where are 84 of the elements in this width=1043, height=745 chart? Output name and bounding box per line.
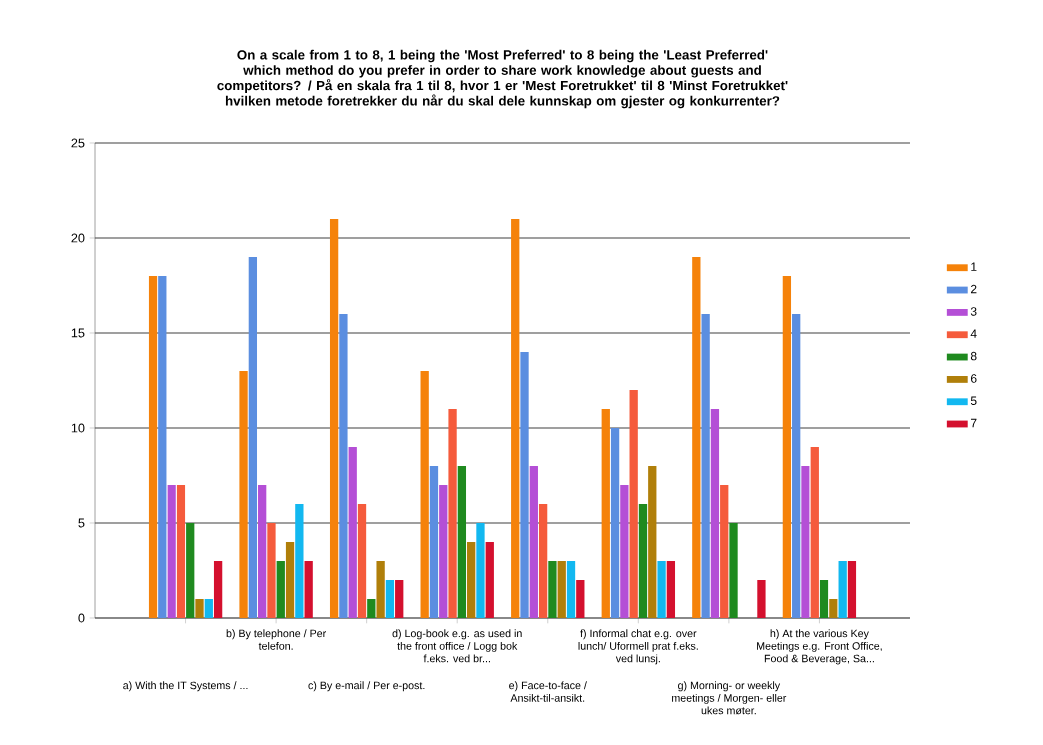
bar: [158, 275, 167, 618]
x-tick-label: d) Log-book e.g. as used in the front office / Logg bok f.eks. ved br...: [392, 629, 522, 663]
y-tick-label: 10: [71, 423, 85, 433]
bar: [329, 218, 339, 618]
bar: [666, 560, 676, 618]
bar: [276, 560, 285, 618]
bar: [538, 503, 548, 618]
legend-label: 6: [970, 374, 977, 383]
bar: [285, 541, 295, 618]
bar: [485, 541, 494, 618]
bar: [176, 484, 186, 618]
bar: [757, 579, 766, 618]
bar: [511, 218, 520, 618]
legend-label: 5: [970, 396, 977, 405]
legend-label: 1: [971, 262, 977, 271]
x-tick-label: g) Morning- or weekly meetings / Morgen- eller ukes møter.: [672, 681, 787, 715]
bar: [557, 560, 566, 618]
bar: [295, 503, 304, 618]
bar: [657, 560, 666, 618]
bar: [620, 484, 629, 618]
bar: [376, 560, 385, 618]
bar: [248, 256, 258, 618]
bar: [367, 598, 376, 618]
x-tick-label: b) By telephone / Per telefon.: [226, 629, 327, 650]
bar: [829, 598, 838, 618]
bar: [239, 370, 248, 618]
x-tick-label: e) Face-to-face / Ansikt-til-ansikt.: [509, 681, 587, 702]
bar: [258, 484, 267, 618]
bar: [838, 560, 847, 618]
bar: [385, 579, 395, 618]
bar: [167, 484, 176, 618]
bar: [476, 522, 485, 618]
y-tick-label: 25: [71, 138, 85, 148]
bar: [520, 351, 529, 618]
bar: [529, 465, 538, 618]
bar: [357, 503, 367, 618]
bar: [792, 313, 801, 618]
bar: [148, 275, 158, 618]
x-tick-label: h) At the various Key Meetings e.g. Front Office, Food & Beverage, Sa...: [757, 629, 882, 665]
bar: [819, 579, 829, 618]
x-tick-label: a) With the IT Systems / ...: [123, 681, 248, 692]
bar: [629, 389, 638, 618]
bar: [648, 465, 657, 618]
x-tick-label: f) Informal chat e.g. over lunch/ Uformell prat f.eks. ved lunsj.: [578, 629, 698, 665]
x-tick-label: c) By e-mail / Per e-post.: [308, 681, 425, 692]
y-tick-label: 0: [78, 613, 85, 623]
bar: [729, 522, 738, 618]
legend-label: 7: [970, 418, 977, 428]
bar: [566, 560, 576, 618]
bar: [457, 465, 467, 618]
legend-label: 8: [970, 351, 977, 361]
bar: [720, 484, 729, 618]
bar: [782, 275, 792, 618]
bar: [847, 560, 857, 618]
chart-title: On a scale from 1 to 8, 1 being the 'Most Preferred' to 8 being the 'Least Preferred' which method do you prefer in order to share work knowledge about guests and competitors? / På en skala fra 1 til 8, hvor 1 er 'Mest Foretrukket' til 8 'Minst Foretrukket' hvilken metode foretrekker du når du skal dele kunnskap om gjester og konkurrenter?: [217, 49, 788, 109]
y-tick-label: 5: [78, 518, 85, 528]
bar: [195, 598, 204, 618]
bar: [692, 256, 701, 618]
bar: [429, 465, 439, 618]
bar: [610, 427, 620, 618]
bar: [304, 560, 313, 618]
bar: [710, 408, 720, 618]
bar: [395, 579, 404, 618]
bar: [548, 560, 557, 618]
legend-label: 4: [970, 329, 977, 338]
bar: [339, 313, 348, 618]
y-tick-label: 20: [71, 233, 85, 243]
bar: [213, 560, 223, 618]
bar: [204, 598, 213, 618]
bar: [810, 446, 819, 618]
bar: [801, 465, 810, 618]
bar: [439, 484, 448, 618]
legend-label: 3: [970, 307, 977, 316]
bar: [420, 370, 429, 618]
bar: [348, 446, 357, 618]
bar: [448, 408, 457, 618]
bar: [701, 313, 710, 618]
bar: [638, 503, 648, 618]
bar: [601, 408, 610, 618]
legend-label: 2: [970, 284, 977, 294]
bar: [576, 579, 585, 618]
bar: [467, 541, 476, 618]
bar: [267, 522, 276, 618]
y-tick-label: 15: [71, 328, 85, 338]
